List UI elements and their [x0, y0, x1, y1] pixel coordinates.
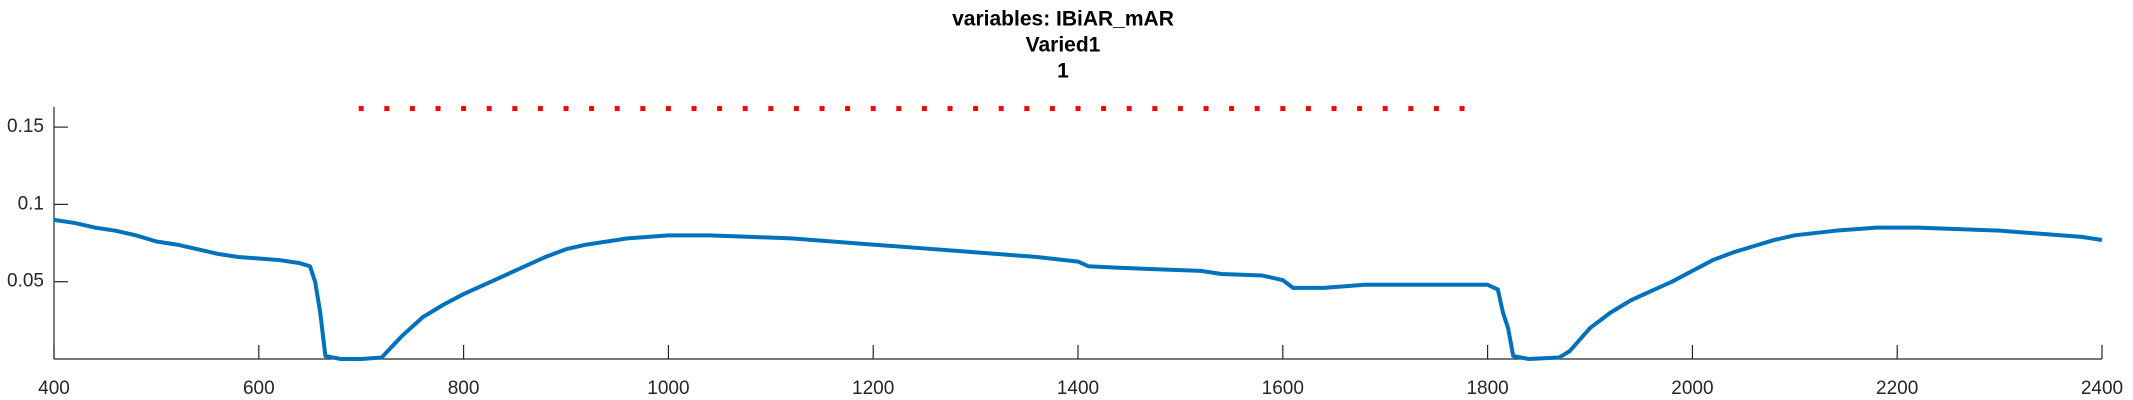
y-tick-label: 0.05	[7, 271, 44, 292]
data-point	[768, 106, 774, 112]
data-point	[819, 106, 825, 112]
data-point	[1382, 106, 1388, 112]
data-point	[793, 106, 799, 112]
data-point	[665, 106, 671, 112]
x-tick-label: 1000	[647, 378, 689, 399]
y-tick-label: 0.1	[18, 193, 44, 214]
data-point	[1433, 106, 1439, 112]
x-tick-label: 2000	[1671, 378, 1713, 399]
data-point	[589, 106, 595, 112]
data-point	[1459, 106, 1465, 112]
data-point	[1024, 106, 1030, 112]
data-point	[1049, 106, 1055, 112]
x-tick-label: 600	[243, 378, 275, 399]
data-point	[973, 106, 979, 112]
chart-subtitle: Varied1	[1026, 34, 1101, 57]
x-tick-label: 2400	[2081, 378, 2123, 399]
chart-title: variables: IBiAR_mAR	[952, 8, 1174, 31]
data-point	[537, 106, 543, 112]
data-point	[947, 106, 953, 112]
data-point	[1305, 106, 1311, 112]
data-point	[896, 106, 902, 112]
data-point	[1126, 106, 1132, 112]
data-point	[1229, 106, 1235, 112]
data-line	[53, 217, 2103, 361]
x-tick-label: 400	[38, 378, 70, 399]
data-point	[742, 106, 748, 112]
data-point	[845, 106, 851, 112]
data-point	[1152, 106, 1158, 112]
data-point	[1280, 106, 1286, 112]
data-point	[640, 106, 646, 112]
data-point	[461, 106, 467, 112]
data-point	[1331, 106, 1337, 112]
x-tick-label: 1600	[1262, 378, 1304, 399]
data-point	[384, 106, 390, 112]
data-point	[1177, 106, 1183, 112]
x-tick-label: 1200	[852, 378, 894, 399]
data-point	[486, 106, 492, 112]
data-point	[1357, 106, 1363, 112]
chart-subtitle: 1	[1057, 60, 1069, 83]
data-point	[1254, 106, 1260, 112]
data-point	[1203, 106, 1209, 112]
x-tick-label: 1800	[1466, 378, 1508, 399]
x-tick-label: 2200	[1876, 378, 1918, 399]
data-point	[1075, 106, 1081, 112]
data-point	[1101, 106, 1107, 112]
data-point	[358, 106, 364, 112]
x-tick-label: 800	[448, 378, 480, 399]
data-point	[691, 106, 697, 112]
data-point	[563, 106, 569, 112]
data-point	[998, 106, 1004, 112]
x-tick-label: 1400	[1057, 378, 1099, 399]
data-point	[614, 106, 620, 112]
data-point	[409, 106, 415, 112]
data-point	[435, 106, 441, 112]
data-point	[1408, 106, 1414, 112]
data-point	[870, 106, 876, 112]
data-point	[717, 106, 723, 112]
data-point	[921, 106, 927, 112]
data-point	[512, 106, 518, 112]
y-tick-label: 0.15	[7, 116, 44, 137]
